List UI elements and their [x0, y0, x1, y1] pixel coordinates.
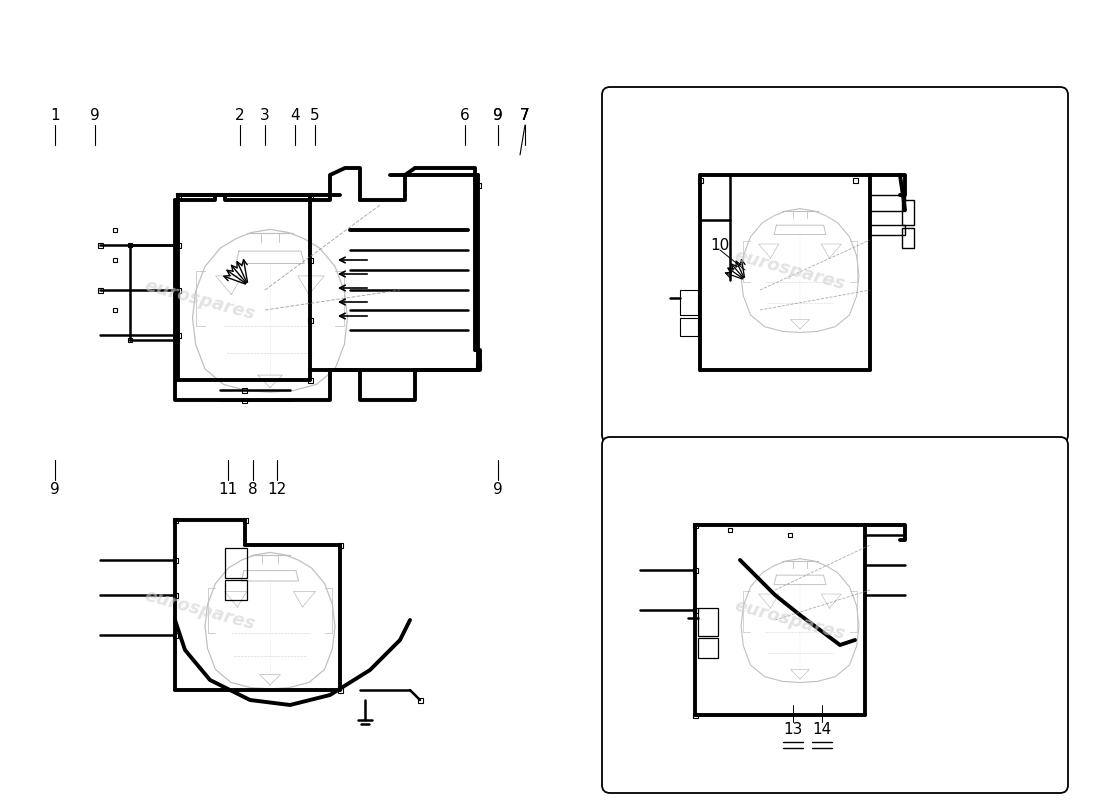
- Bar: [693, 607, 697, 613]
- Bar: [870, 225, 905, 235]
- Text: 9: 9: [493, 482, 503, 498]
- Bar: [475, 362, 481, 367]
- Bar: [173, 558, 177, 562]
- Text: 4: 4: [290, 107, 300, 122]
- Bar: [728, 528, 732, 532]
- Bar: [176, 242, 180, 247]
- Bar: [338, 687, 342, 693]
- Bar: [788, 533, 792, 537]
- Bar: [693, 522, 697, 527]
- Bar: [113, 308, 117, 312]
- Bar: [475, 182, 481, 187]
- Bar: [242, 518, 248, 522]
- Bar: [173, 633, 177, 638]
- Bar: [852, 178, 858, 182]
- Bar: [113, 258, 117, 262]
- Bar: [902, 228, 914, 248]
- Bar: [98, 242, 102, 247]
- Bar: [870, 195, 905, 211]
- Bar: [902, 200, 914, 225]
- Text: 7: 7: [520, 107, 530, 122]
- Bar: [113, 228, 117, 232]
- Bar: [308, 193, 312, 198]
- Bar: [338, 542, 342, 547]
- Bar: [693, 713, 697, 718]
- Bar: [128, 338, 132, 342]
- Text: 10: 10: [711, 238, 729, 253]
- Text: 5: 5: [310, 107, 320, 122]
- Bar: [693, 567, 697, 573]
- Bar: [176, 193, 180, 198]
- Text: 7: 7: [520, 107, 530, 122]
- Bar: [680, 318, 698, 336]
- Text: 14: 14: [813, 722, 832, 738]
- Bar: [173, 518, 177, 522]
- Text: 6: 6: [460, 107, 470, 122]
- Bar: [128, 243, 132, 247]
- Bar: [698, 638, 718, 658]
- Text: 9: 9: [493, 107, 503, 122]
- Text: 9: 9: [51, 482, 59, 498]
- Text: 2: 2: [235, 107, 245, 122]
- Text: 13: 13: [783, 722, 803, 738]
- Bar: [226, 580, 248, 600]
- Bar: [680, 290, 698, 315]
- Bar: [173, 593, 177, 598]
- Bar: [226, 548, 248, 578]
- Bar: [308, 378, 312, 382]
- Text: eurospares: eurospares: [143, 277, 257, 323]
- Text: 1: 1: [51, 107, 59, 122]
- Text: 7: 7: [520, 107, 530, 122]
- Text: 8: 8: [249, 482, 257, 498]
- Text: eurospares: eurospares: [143, 586, 257, 634]
- FancyBboxPatch shape: [602, 87, 1068, 443]
- Bar: [242, 398, 246, 402]
- Bar: [176, 287, 180, 293]
- Text: 9: 9: [493, 107, 503, 122]
- Bar: [698, 608, 718, 636]
- Text: eurospares: eurospares: [733, 597, 847, 643]
- Bar: [98, 287, 102, 293]
- Bar: [176, 333, 180, 338]
- Bar: [308, 258, 312, 262]
- Text: eurospares: eurospares: [733, 246, 847, 294]
- Bar: [242, 387, 246, 393]
- Bar: [418, 698, 422, 702]
- Text: 9: 9: [90, 107, 100, 122]
- FancyBboxPatch shape: [602, 437, 1068, 793]
- Text: 11: 11: [219, 482, 238, 498]
- Text: 12: 12: [267, 482, 287, 498]
- Bar: [697, 178, 703, 182]
- Text: 3: 3: [260, 107, 270, 122]
- Bar: [308, 318, 312, 322]
